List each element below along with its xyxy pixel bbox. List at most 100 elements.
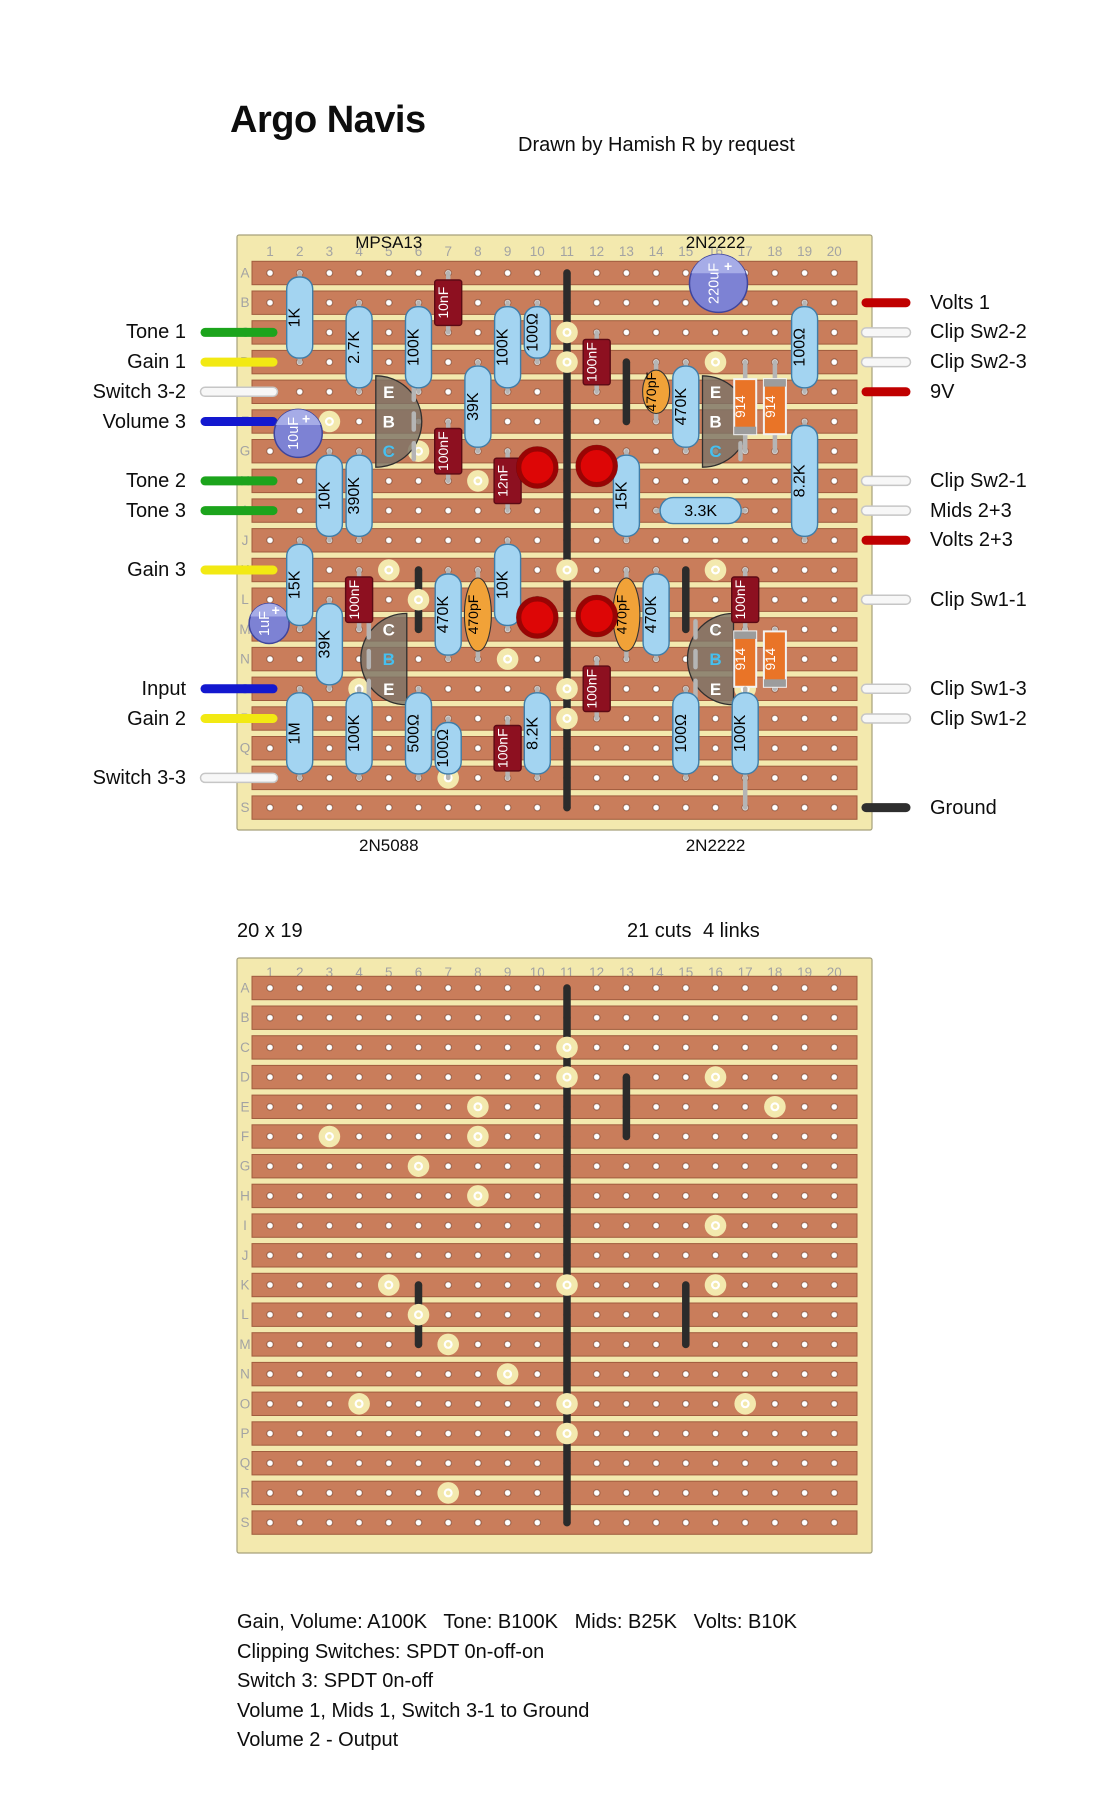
- io-label-right: Clip Sw1-3: [930, 677, 1027, 700]
- strip-hole: [533, 1192, 542, 1200]
- strip-hole: [800, 984, 809, 992]
- strip-hole: [414, 1043, 423, 1052]
- strip-hole: [830, 1281, 839, 1289]
- row-letter: M: [239, 622, 250, 637]
- transistor-body: [375, 375, 423, 468]
- io-label-left: Gain 2: [127, 707, 186, 730]
- strip-hole: [533, 1399, 542, 1408]
- strip-hole: [622, 684, 631, 693]
- resistor-body: [434, 721, 462, 775]
- column-number: 5: [385, 965, 393, 980]
- strip-hole: [414, 477, 423, 485]
- io-label-left: Tone 3: [125, 499, 186, 522]
- strip-hole: [444, 1429, 453, 1438]
- column-number: 8: [474, 244, 482, 259]
- strip-hole: [771, 1251, 779, 1260]
- strip-hole: [800, 1013, 809, 1022]
- strip-hole: [266, 269, 274, 277]
- row-letter: A: [240, 981, 249, 996]
- strip-hole: [741, 1162, 750, 1171]
- strip-hole: [741, 1013, 750, 1022]
- column-number: 4: [355, 244, 363, 259]
- copper-strip: [251, 1480, 858, 1506]
- strip-hole: [652, 1459, 660, 1468]
- resistor-body: [731, 692, 759, 775]
- transistor-pin-letter: E: [710, 383, 721, 402]
- strip-hole: [474, 714, 482, 723]
- strip-hole: [533, 984, 542, 992]
- resistor-body: [672, 365, 700, 448]
- strip-hole: [385, 328, 393, 337]
- copper-strip: [251, 1005, 858, 1030]
- strip-hole: [622, 1251, 631, 1260]
- strip-hole: [592, 1103, 601, 1111]
- strip-hole: [295, 1459, 304, 1468]
- column-number: 18: [767, 244, 782, 259]
- strip-hole: [266, 298, 274, 307]
- transistor-type-label: MPSA13: [355, 233, 422, 252]
- strip-hole: [295, 1429, 304, 1438]
- strip-hole: [474, 298, 482, 307]
- trace-cut-hole: [443, 1488, 453, 1498]
- resistor-label: 500Ω: [406, 714, 423, 753]
- strip-hole: [652, 1399, 660, 1408]
- strip-hole: [652, 1310, 660, 1319]
- resistor-body: [790, 424, 819, 538]
- strip-hole: [800, 1310, 809, 1319]
- strip-hole: [444, 536, 453, 545]
- strip-hole: [503, 1103, 512, 1111]
- strip-hole: [533, 388, 542, 396]
- strip-hole: [800, 1221, 809, 1230]
- column-number: 13: [619, 244, 634, 259]
- row-letter: B: [240, 1010, 249, 1025]
- strip-hole: [741, 1103, 750, 1111]
- strip-hole: [414, 506, 423, 515]
- strip-hole: [474, 1281, 482, 1289]
- strip-hole: [444, 388, 453, 396]
- column-number: 1: [266, 965, 274, 980]
- row-letter: G: [240, 444, 251, 459]
- strip-hole: [503, 417, 512, 426]
- resistor-label: 10K: [316, 481, 333, 510]
- row-letter: N: [240, 652, 250, 667]
- strip-hole: [771, 566, 779, 574]
- strip-hole: [474, 1518, 482, 1527]
- strip-hole: [741, 984, 750, 992]
- resistor-body: [434, 573, 462, 656]
- trace-cut-hole: [562, 565, 572, 575]
- strip-hole: [533, 1251, 542, 1260]
- transistor-pin-letter: E: [710, 680, 721, 699]
- resistor-body: [315, 603, 344, 686]
- strip-hole: [503, 1340, 512, 1349]
- strip-hole: [592, 536, 601, 545]
- strip-hole: [385, 1399, 393, 1408]
- strip-hole: [771, 595, 779, 604]
- electrolytic-polarity-stripe: [691, 254, 746, 274]
- column-number: 9: [504, 965, 512, 980]
- row-letter: S: [240, 1515, 249, 1530]
- strip-hole: [533, 1429, 542, 1438]
- column-number: 15: [678, 244, 693, 259]
- strip-hole: [444, 1132, 453, 1141]
- strip-hole: [771, 1459, 779, 1468]
- strip-hole: [711, 1340, 720, 1349]
- strip-hole: [355, 417, 363, 426]
- column-number: 6: [415, 244, 423, 259]
- link-count-label: 4 links: [703, 920, 760, 942]
- resistor-label: 100K: [495, 328, 512, 366]
- strip-hole: [771, 774, 779, 782]
- strip-hole: [474, 1043, 482, 1052]
- strip-hole: [830, 536, 839, 545]
- note-line: Gain, Volume: A100K Tone: B100K Mids: B2…: [237, 1611, 797, 1633]
- strip-hole: [385, 1370, 393, 1378]
- column-number: 3: [326, 244, 334, 259]
- strip-hole: [266, 1013, 274, 1022]
- strip-hole: [474, 1459, 482, 1468]
- strip-hole: [266, 1310, 274, 1319]
- strip-hole: [771, 1132, 779, 1141]
- diode-cathode-band: [763, 679, 786, 687]
- column-number: 14: [649, 244, 665, 259]
- row-letter: L: [241, 592, 249, 607]
- ceramic-capacitor-label: 470pF: [613, 595, 629, 635]
- copper-strip: [251, 557, 858, 583]
